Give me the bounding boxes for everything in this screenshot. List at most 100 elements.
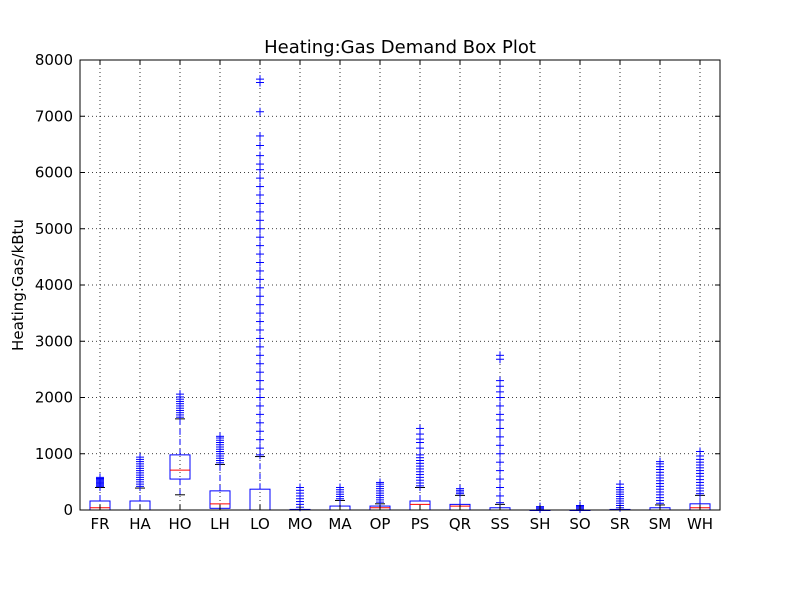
flier-point — [256, 182, 264, 191]
flier-point — [336, 483, 344, 492]
flier-point — [496, 475, 504, 484]
flier-point — [256, 258, 264, 267]
y-tick-label: 1000 — [35, 445, 73, 463]
flier-point — [256, 199, 264, 208]
flier-point — [256, 334, 264, 343]
flier-point — [256, 283, 264, 292]
flier-point — [256, 160, 264, 169]
x-tick-label: SR — [610, 515, 630, 533]
flier-point — [256, 368, 264, 377]
tick-layer: 0 1000 2000 3000 4000 5000 6000 7000 8000 FR HA HO L… — [35, 51, 720, 533]
flier-point — [256, 401, 264, 410]
flier-point — [256, 250, 264, 259]
flier-point — [496, 410, 504, 419]
flier-point — [496, 401, 504, 410]
x-tick-label: LO — [250, 515, 270, 533]
flier-point — [256, 351, 264, 360]
x-tick-label: PS — [411, 515, 430, 533]
y-tick-label: 4000 — [35, 276, 73, 294]
flier-point — [256, 444, 264, 453]
y-axis-label: Heating:Gas/kBtu — [9, 219, 27, 351]
box-group-ho — [169, 390, 191, 496]
flier-point — [256, 174, 264, 183]
flier-point — [256, 300, 264, 309]
x-tick-label: WH — [687, 515, 713, 533]
y-tick-label: 7000 — [35, 107, 73, 125]
flier-point — [256, 75, 264, 84]
flier-point — [256, 418, 264, 427]
flier-point — [256, 107, 264, 116]
box-group-lo — [249, 75, 271, 511]
x-tick-label: SS — [490, 515, 509, 533]
flier-point — [456, 484, 464, 493]
flier-point — [496, 351, 504, 360]
x-tick-label: MA — [328, 515, 352, 533]
flier-point — [256, 317, 264, 326]
flier-point — [256, 309, 264, 318]
flier-point — [256, 385, 264, 394]
x-tick-label: FR — [90, 515, 109, 533]
flier-point — [256, 427, 264, 436]
flier-point — [176, 390, 184, 399]
flier-point — [696, 447, 704, 456]
flier-point — [656, 457, 664, 466]
x-tick-label: SH — [530, 515, 551, 533]
box-group-fr — [89, 473, 111, 511]
flier-point — [496, 424, 504, 433]
flier-point — [496, 376, 504, 385]
box-group-sm — [649, 457, 671, 511]
flier-point — [256, 292, 264, 301]
x-tick-label: HA — [129, 515, 151, 533]
x-tick-label: SO — [569, 515, 590, 533]
flier-point — [216, 432, 224, 441]
flier-point — [256, 359, 264, 368]
x-tick-label: MO — [288, 515, 313, 533]
flier-point — [96, 473, 104, 482]
flier-point — [256, 326, 264, 334]
flier-point — [256, 224, 264, 233]
flier-point — [256, 376, 264, 385]
flier-point — [616, 480, 624, 489]
y-tick-label: 8000 — [35, 51, 73, 69]
flier-point — [256, 435, 264, 444]
flier-point — [416, 424, 424, 433]
y-tick-label: 3000 — [35, 332, 73, 350]
x-tick-label: OP — [370, 515, 391, 533]
y-tick-label: 0 — [63, 501, 73, 519]
flier-point — [416, 450, 424, 459]
x-tick-label: HO — [168, 515, 191, 533]
flier-point — [296, 483, 304, 492]
flier-point — [496, 458, 504, 467]
flier-point — [256, 207, 264, 216]
flier-point — [256, 410, 264, 419]
flier-point — [256, 191, 264, 199]
flier-point — [496, 441, 504, 450]
flier-point — [256, 450, 264, 459]
flier-point — [496, 449, 504, 458]
flier-point — [496, 466, 504, 475]
y-tick-label: 2000 — [35, 389, 73, 407]
flier-point — [256, 393, 264, 402]
flier-point — [376, 478, 384, 487]
x-tick-label: SM — [649, 515, 671, 533]
flier-point — [256, 275, 264, 284]
x-tick-label: QR — [449, 515, 471, 533]
grid-layer — [80, 60, 720, 510]
flier-point — [136, 453, 144, 462]
y-tick-label: 5000 — [35, 220, 73, 238]
flier-point — [256, 141, 264, 150]
flier-point — [256, 266, 264, 275]
flier-point — [256, 151, 264, 160]
flier-point — [496, 432, 504, 441]
flier-point — [256, 241, 264, 250]
box-iqr — [169, 454, 191, 480]
flier-point — [256, 342, 264, 351]
flier-point — [256, 131, 264, 140]
y-tick-label: 6000 — [35, 164, 73, 182]
flier-point — [496, 483, 504, 492]
chart-title: Heating:Gas Demand Box Plot — [264, 37, 536, 58]
flier-point — [496, 491, 504, 500]
